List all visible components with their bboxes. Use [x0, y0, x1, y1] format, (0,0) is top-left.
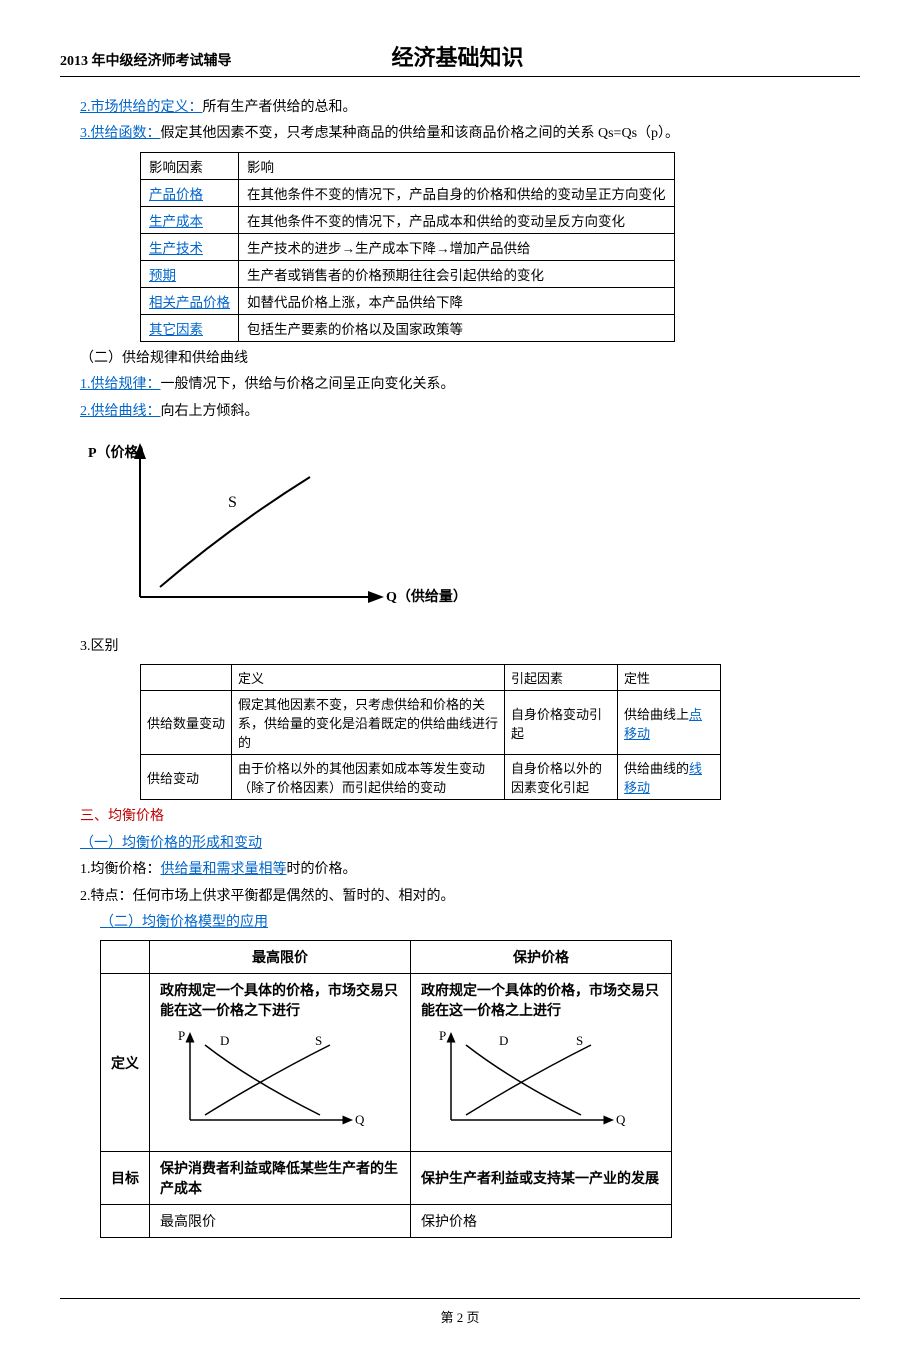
p-supply-curve: 2.供给曲线：向右上方倾斜。	[80, 401, 860, 423]
ph-protect: 保护价格	[411, 941, 672, 974]
ph-max: 最高限价	[150, 941, 411, 974]
text-supply-law: 一般情况下，供给与价格之间呈正向变化关系。	[161, 377, 455, 392]
factor-expect: 预期	[149, 268, 176, 283]
row3-blank	[101, 1205, 150, 1238]
text-supply-curve: 向右上方倾斜。	[161, 404, 259, 419]
protect-goal: 保护生产者利益或支持某一产业的发展	[411, 1152, 672, 1205]
text-supply-function: 假定其他因素不变，只考虑某种商品的供给量和该商品价格之间的关系 Qs=Qs（p）…	[161, 126, 680, 141]
goal-label: 目标	[101, 1152, 150, 1205]
svg-text:P: P	[178, 1028, 185, 1043]
row1-name: 供给数量变动	[141, 691, 232, 755]
factor-price: 产品价格	[149, 187, 203, 202]
svg-text:D: D	[220, 1033, 229, 1048]
row2-type: 供给曲线的线移动	[618, 755, 721, 800]
y-axis-label: P（价格）	[88, 444, 153, 461]
supply-curve-chart: P（价格） Q（供给量） S	[80, 427, 460, 627]
th2-cause: 引起因素	[505, 665, 618, 691]
factors-table: 影响因素 影响 产品价格 在其他条件不变的情况下，产品自身的价格和供给的变动呈正方…	[140, 152, 675, 342]
x-axis-label: Q（供给量）	[386, 588, 460, 605]
eq-sub2: （二）均衡价格模型的应用	[100, 915, 268, 930]
p-difference: 3.区别	[80, 636, 860, 658]
th2-blank	[141, 665, 232, 691]
header-left: 2013 年中级经济师考试辅导	[60, 50, 232, 70]
page-header: 2013 年中级经济师考试辅导 经济基础知识	[60, 40, 860, 77]
eq-sub1: （一）均衡价格的形成和变动	[80, 836, 262, 851]
row3-protect: 保护价格	[411, 1205, 672, 1238]
effect-expect: 生产者或销售者的价格预期往往会引起供给的变化	[239, 260, 675, 287]
row2-cause: 自身价格以外的因素变化引起	[505, 755, 618, 800]
p-supply-law: 1.供给规律：一般情况下，供给与价格之间呈正向变化关系。	[80, 374, 860, 396]
th2-def: 定义	[232, 665, 505, 691]
page-footer: 第 2 页	[60, 1298, 860, 1326]
p-market-supply-def: 2.市场供给的定义：所有生产者供给的总和。	[80, 97, 860, 119]
th2-type: 定性	[618, 665, 721, 691]
label-market-supply: 2.市场供给的定义：	[80, 100, 203, 115]
factor-other: 其它因素	[149, 322, 203, 337]
factor-cost: 生产成本	[149, 214, 203, 229]
effect-cost: 在其他条件不变的情况下，产品成本和供给的变动呈反方向变化	[239, 206, 675, 233]
svg-text:S: S	[315, 1033, 322, 1048]
section2-title: （二）供给规律和供给曲线	[80, 348, 860, 370]
effect-other: 包括生产要素的价格以及国家政策等	[239, 314, 675, 341]
svg-text:P: P	[439, 1028, 446, 1043]
max-price-chart: P Q D S	[160, 1020, 370, 1140]
svg-text:Q: Q	[616, 1112, 626, 1127]
label-supply-function: 3.供给函数：	[80, 126, 161, 141]
effect-related: 如替代品价格上涨，本产品供给下降	[239, 287, 675, 314]
svg-text:S: S	[576, 1033, 583, 1048]
effect-tech: 生产技术的进步→生产成本下降→增加产品供给	[239, 233, 675, 260]
eq-p2: 2.特点：任何市场上供求平衡都是偶然的、暂时的、相对的。	[80, 886, 860, 908]
row1-type: 供给曲线上点移动	[618, 691, 721, 755]
p-supply-function: 3.供给函数：假定其他因素不变，只考虑某种商品的供给量和该商品价格之间的关系 Q…	[80, 123, 860, 145]
row1-cause: 自身价格变动引起	[505, 691, 618, 755]
eq-title: 三、均衡价格	[80, 806, 860, 828]
svg-text:Q: Q	[355, 1112, 365, 1127]
curve-label: S	[228, 494, 237, 511]
th-factor: 影响因素	[141, 152, 239, 179]
max-def: 政府规定一个具体的价格，市场交易只能在这一价格之下进行	[160, 980, 400, 1020]
effect-price: 在其他条件不变的情况下，产品自身的价格和供给的变动呈正方向变化	[239, 179, 675, 206]
text-market-supply: 所有生产者供给的总和。	[203, 100, 357, 115]
row1-def: 假定其他因素不变，只考虑供给和价格的关系，供给量的变化是沿着既定的供给曲线进行的	[232, 691, 505, 755]
policy-table: 最高限价 保护价格 定义 政府规定一个具体的价格，市场交易只能在这一价格之下进行…	[100, 940, 672, 1238]
def-label: 定义	[101, 974, 150, 1152]
row2-def: 由于价格以外的其他因素如成本等发生变动（除了价格因素）而引起供给的变动	[232, 755, 505, 800]
eq-p1: 1.均衡价格：供给量和需求量相等时的价格。	[80, 859, 860, 881]
max-goal: 保护消费者利益或降低某些生产者的生产成本	[150, 1152, 411, 1205]
protect-def: 政府规定一个具体的价格，市场交易只能在这一价格之上进行	[421, 980, 661, 1020]
svg-text:D: D	[499, 1033, 508, 1048]
factor-tech: 生产技术	[149, 241, 203, 256]
header-center: 经济基础知识	[392, 40, 524, 72]
label-supply-curve: 2.供给曲线：	[80, 404, 161, 419]
row2-name: 供给变动	[141, 755, 232, 800]
factor-related: 相关产品价格	[149, 295, 230, 310]
th-effect: 影响	[239, 152, 675, 179]
label-supply-law: 1.供给规律：	[80, 377, 161, 392]
row3-max: 最高限价	[150, 1205, 411, 1238]
ph-blank	[101, 941, 150, 974]
difference-table: 定义 引起因素 定性 供给数量变动 假定其他因素不变，只考虑供给和价格的关系，供…	[140, 664, 721, 800]
protect-price-chart: P Q D S	[421, 1020, 631, 1140]
